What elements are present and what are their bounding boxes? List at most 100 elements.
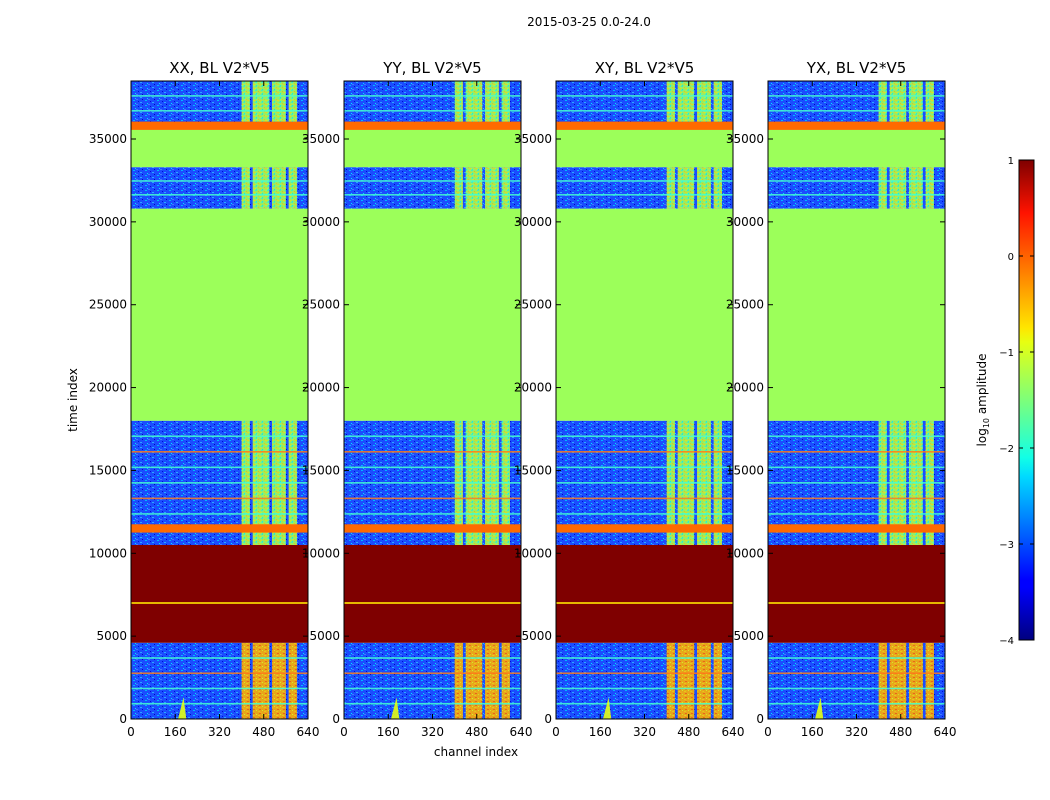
rfi-line [768, 497, 945, 500]
y-tick-label: 10000 [514, 546, 552, 560]
rfi-line [556, 466, 733, 469]
time-segment-3 [131, 208, 308, 421]
rfi-line [344, 497, 521, 500]
channel-band-0-2 [272, 642, 286, 719]
y-tick-label: 25000 [726, 298, 764, 312]
rfi-line [344, 193, 521, 196]
channel-band-0-1 [677, 642, 695, 719]
panel-title: XX, BL V2*V5 [169, 59, 270, 77]
channel-band-0-2 [485, 642, 499, 719]
low-channel-spike [391, 697, 400, 719]
rfi-line [556, 513, 733, 515]
x-tick-label: 640 [510, 725, 533, 739]
channel-band-4-2 [909, 167, 923, 209]
x-tick-label: 640 [934, 725, 957, 739]
y-tick-label: 5000 [309, 629, 340, 643]
time-segment-5 [131, 125, 308, 168]
rfi-line [344, 687, 521, 690]
time-segment-1 [131, 545, 308, 643]
y-tick-label: 15000 [89, 463, 127, 477]
x-tick-label: 480 [252, 725, 275, 739]
x-tick-label: 640 [297, 725, 320, 739]
colorbar-tick-label: −4 [999, 636, 1014, 647]
y-tick-label: 15000 [726, 463, 764, 477]
rfi-line [768, 466, 945, 469]
rfi-line [131, 672, 308, 675]
channel-band-0-1 [889, 642, 907, 719]
bright-stripe-0 [556, 524, 733, 533]
rfi-line [131, 497, 308, 500]
channel-band-0-0 [241, 642, 250, 719]
saturated-line [344, 602, 521, 604]
panels: XX, BL V2*V5 0 160 320 480 640 0 5000 10000 15000… [89, 59, 957, 739]
rfi-line [556, 687, 733, 690]
figure-suptitle: 2015-03-25 0.0-24.0 [527, 15, 651, 29]
colorbar-label-rest: amplitude [975, 354, 989, 418]
channel-band-6-2 [909, 81, 923, 126]
y-tick-label: 5000 [733, 629, 764, 643]
rfi-line [556, 450, 733, 453]
time-segment-1 [556, 545, 733, 643]
saturated-line [556, 602, 733, 604]
rfi-line [131, 193, 308, 196]
rfi-line [344, 466, 521, 469]
x-tick-label: 0 [127, 725, 135, 739]
time-segment-1 [344, 545, 521, 643]
rfi-line [768, 110, 945, 112]
rfi-line [131, 482, 308, 484]
bright-stripe-1 [344, 121, 521, 130]
channel-band-0-0 [878, 642, 887, 719]
channel-band-6-0 [878, 81, 887, 126]
rfi-line [768, 95, 945, 97]
rfi-line [131, 687, 308, 690]
colorbar-label-sub: 10 [982, 418, 991, 428]
channel-band-6-2 [272, 81, 286, 126]
rfi-line [768, 482, 945, 484]
y-tick-label: 10000 [302, 546, 340, 560]
x-tick-label: 160 [589, 725, 612, 739]
x-tick-label: 320 [845, 725, 868, 739]
channel-band-0-1 [465, 642, 483, 719]
rfi-line [131, 657, 308, 659]
channel-band-6-3 [713, 81, 722, 126]
channel-band-6-3 [288, 81, 297, 126]
rfi-line [344, 657, 521, 659]
rfi-line [768, 193, 945, 196]
y-tick-label: 20000 [514, 381, 552, 395]
rfi-line [131, 466, 308, 469]
y-tick-label: 30000 [514, 215, 552, 229]
rfi-line [556, 672, 733, 675]
y-tick-label: 20000 [726, 381, 764, 395]
x-tick-label: 320 [208, 725, 231, 739]
time-segment-5 [768, 125, 945, 168]
time-segment-3 [768, 208, 945, 421]
y-tick-label: 10000 [89, 546, 127, 560]
channel-band-4-3 [288, 167, 297, 209]
x-tick-label: 480 [889, 725, 912, 739]
y-tick-label: 30000 [302, 215, 340, 229]
y-tick-label: 20000 [302, 381, 340, 395]
rfi-line [131, 95, 308, 97]
colorbar-ticks: 1 0 −1 −2 −3 −4 [999, 156, 1034, 647]
channel-band-0-2 [697, 642, 711, 719]
channel-band-4-3 [713, 167, 722, 209]
rfi-line [556, 482, 733, 484]
channel-band-6-0 [241, 81, 250, 126]
x-tick-label: 320 [421, 725, 444, 739]
time-segment-3 [556, 208, 733, 421]
y-tick-label: 5000 [521, 629, 552, 643]
x-tick-label: 480 [465, 725, 488, 739]
time-segment-3 [344, 208, 521, 421]
channel-band-0-1 [252, 642, 270, 719]
rfi-line [344, 702, 521, 705]
time-segment-1 [768, 545, 945, 643]
channel-band-6-2 [485, 81, 499, 126]
rfi-line [344, 672, 521, 675]
rfi-line [131, 513, 308, 515]
channel-band-4-1 [889, 167, 907, 209]
colorbar-label-base: log [975, 428, 989, 446]
y-tick-label: 35000 [514, 132, 552, 146]
y-tick-label: 15000 [302, 463, 340, 477]
y-axis-label: time index [66, 368, 80, 432]
bright-stripe-0 [131, 524, 308, 533]
